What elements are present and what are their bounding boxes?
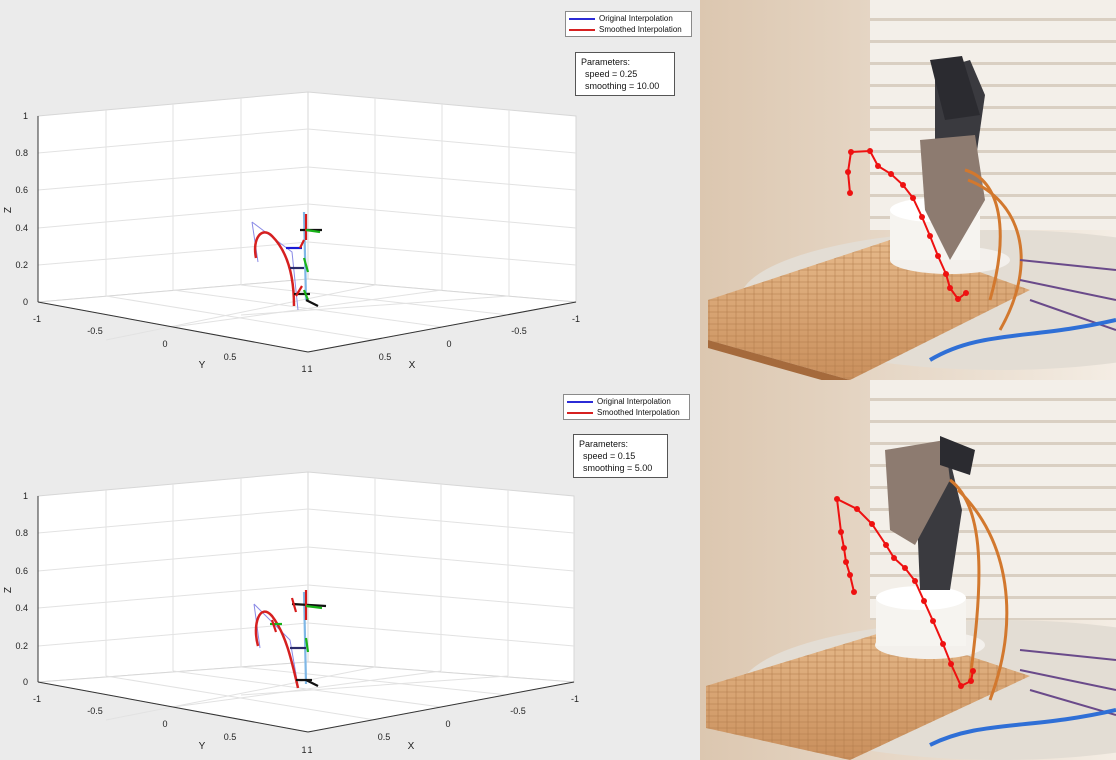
parameters-title: Parameters: — [581, 57, 631, 67]
smoothed-interpolation-line — [253, 231, 296, 307]
smoothed-interpolation-line — [254, 610, 300, 689]
legend-label: Original Interpolation — [599, 14, 673, 23]
z-tick: 0.2 — [15, 260, 28, 270]
parameter-smoothing: smoothing = 10.00 — [585, 81, 660, 91]
parameters-box-top: Parameters: speed = 0.25 smoothing = 10.… — [575, 52, 675, 96]
parameters-box-bottom: Parameters: speed = 0.15 smoothing = 5.0… — [573, 434, 668, 478]
robot-arm-photo — [700, 380, 1116, 760]
x-axis-label: X — [408, 741, 415, 752]
legend-item-original: Original Interpolation — [567, 396, 686, 407]
z-tick: 0.8 — [15, 148, 28, 158]
legend-bottom: Original Interpolation Smoothed Interpol… — [563, 394, 690, 420]
z-tick: 0.2 — [15, 641, 28, 651]
trajectory-overlay — [845, 148, 969, 302]
z-tick: 0.6 — [15, 566, 28, 576]
y-tick: -0.5 — [87, 706, 103, 716]
x-tick: -1 — [572, 314, 580, 324]
robot-arm-photo — [700, 0, 1116, 380]
robot-photo-bottom — [700, 380, 1116, 760]
z-tick: 0.8 — [15, 528, 28, 538]
parameter-smoothing: smoothing = 5.00 — [583, 463, 653, 473]
y-tick: 0.5 — [224, 352, 237, 362]
plot-panel-bottom: 1 0.8 0.6 0.4 0.2 0 Z -1 -0.5 0 0.5 1 Y … — [0, 380, 700, 760]
y-tick: -1 — [33, 314, 41, 324]
parameter-speed: speed = 0.25 — [585, 69, 638, 79]
x-tick: 0 — [446, 339, 451, 349]
z-axis-label: Z — [3, 587, 14, 593]
robot-arm-plot — [253, 590, 327, 689]
y-tick: -1 — [33, 694, 41, 704]
legend-swatch-original — [567, 400, 593, 403]
legend-label: Original Interpolation — [597, 397, 671, 406]
z-axis-label: Z — [3, 207, 14, 213]
legend-item-original: Original Interpolation — [569, 13, 688, 24]
z-tick: 1 — [23, 491, 28, 501]
legend-label: Smoothed Interpolation — [599, 25, 682, 34]
z-tick: 0 — [23, 677, 28, 687]
x-tick: -0.5 — [511, 326, 527, 336]
x-tick: 1 — [307, 364, 312, 374]
parameters-title: Parameters: — [579, 439, 629, 449]
robot-arm-plot — [251, 211, 322, 311]
y-tick: 1 — [301, 364, 306, 374]
y-tick: -0.5 — [87, 326, 103, 336]
z-tick: 0.4 — [15, 223, 28, 233]
legend-item-smoothed: Smoothed Interpolation — [567, 407, 686, 418]
y-axis-label: Y — [199, 360, 206, 371]
plot-3d-top: 1 0.8 0.6 0.4 0.2 0 Z -1 -0.5 0 0.5 1 Y … — [3, 91, 580, 374]
legend-swatch-smoothed — [569, 28, 595, 31]
x-tick: -1 — [571, 694, 579, 704]
x-tick: 0 — [445, 719, 450, 729]
plot-3d-bottom: 1 0.8 0.6 0.4 0.2 0 Z -1 -0.5 0 0.5 1 Y … — [3, 471, 579, 755]
legend-swatch-original — [569, 17, 595, 20]
z-tick: 0.6 — [15, 185, 28, 195]
legend-item-smoothed: Smoothed Interpolation — [569, 24, 688, 35]
x-tick: 1 — [307, 745, 312, 755]
plot-panel-top: 1 0.8 0.6 0.4 0.2 0 Z -1 -0.5 0 0.5 1 Y … — [0, 0, 700, 380]
z-tick: 1 — [23, 111, 28, 121]
z-tick: 0.4 — [15, 603, 28, 613]
x-axis-label: X — [409, 360, 416, 371]
x-tick: 0.5 — [379, 352, 392, 362]
legend-top: Original Interpolation Smoothed Interpol… — [565, 11, 692, 37]
y-tick: 0 — [162, 339, 167, 349]
z-tick: 0 — [23, 297, 28, 307]
y-tick: 1 — [301, 745, 306, 755]
x-tick: 0.5 — [378, 732, 391, 742]
parameter-speed: speed = 0.15 — [583, 451, 636, 461]
y-tick: 0 — [162, 719, 167, 729]
legend-swatch-smoothed — [567, 411, 593, 414]
y-tick: 0.5 — [224, 732, 237, 742]
x-tick: -0.5 — [510, 706, 526, 716]
y-axis-label: Y — [199, 741, 206, 752]
robot-photo-top — [700, 0, 1116, 380]
legend-label: Smoothed Interpolation — [597, 408, 680, 417]
trajectory-overlay — [834, 496, 976, 689]
